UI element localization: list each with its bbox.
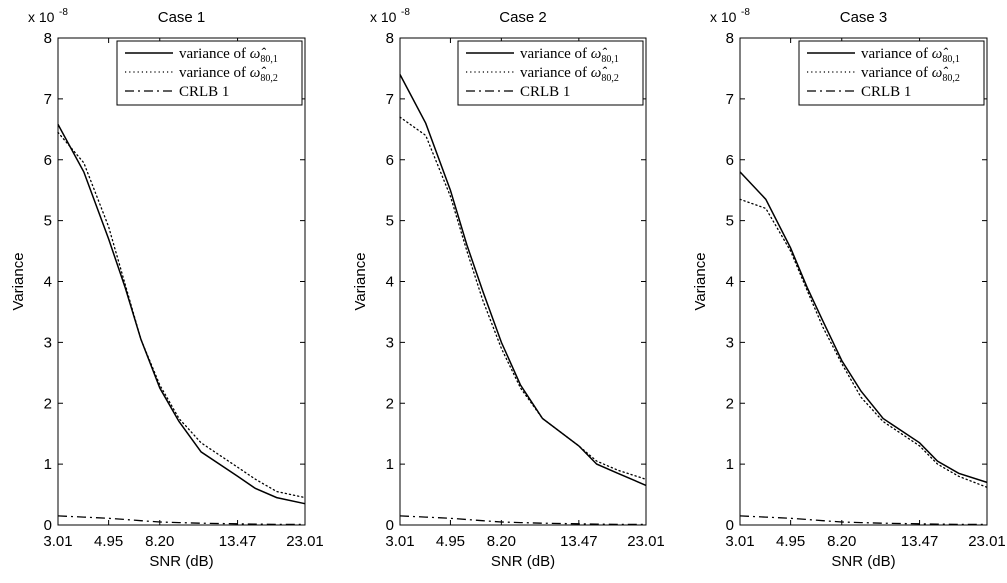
y-tick-label: 4 bbox=[44, 274, 52, 291]
y-tick-label: 2 bbox=[726, 395, 734, 412]
x-tick-label: 3.01 bbox=[385, 533, 414, 550]
x-tick-label: 3.01 bbox=[725, 533, 754, 550]
y-tick-label: 7 bbox=[386, 91, 394, 108]
legend-box bbox=[116, 40, 303, 106]
y-tick-label: 1 bbox=[386, 456, 394, 473]
y-tick-label: 2 bbox=[386, 395, 394, 412]
y-tick-label: 7 bbox=[726, 91, 734, 108]
y-multiplier: x 10 bbox=[28, 9, 55, 25]
y-tick-label: 0 bbox=[44, 517, 52, 534]
y-tick-label: 0 bbox=[726, 517, 734, 534]
x-tick-label: 8.20 bbox=[487, 533, 516, 550]
x-axis-label: SNR (dB) bbox=[491, 553, 555, 570]
y-axis-label: Variance bbox=[692, 252, 709, 310]
legend-entry: CRLB 1 bbox=[179, 84, 229, 100]
series-line-solid bbox=[57, 124, 306, 505]
y-multiplier: x 10 bbox=[710, 9, 737, 25]
legend-box bbox=[798, 40, 985, 106]
y-exponent: -8 bbox=[401, 7, 410, 18]
chart-panel-1: 0 1 2 3 4 5 6 7 8 3.01 4.95 8.20 13.47 23.01 SNR (dB) V… bbox=[10, 7, 324, 570]
y-tick-label: 1 bbox=[726, 456, 734, 473]
x-tick-label: 23.01 bbox=[286, 533, 324, 550]
x-tick-label: 13.47 bbox=[560, 533, 598, 550]
x-tick-label: 3.01 bbox=[43, 533, 72, 550]
chart-title: Case 2 bbox=[499, 9, 547, 26]
y-tick-label: 3 bbox=[44, 334, 52, 351]
legend-entry: variance of ω̂80,2 bbox=[861, 65, 960, 84]
x-tick-label: 13.47 bbox=[219, 533, 257, 550]
legend-entry: variance of ω̂80,1 bbox=[520, 46, 619, 65]
series-line-dashdot bbox=[399, 515, 646, 526]
chart-panel-3: 0 1 2 3 4 5 6 7 8 3.01 4.95 8.20 13.47 23.01 SNR (dB) V… bbox=[692, 7, 1006, 570]
y-tick-label: 0 bbox=[386, 517, 394, 534]
legend-entry: CRLB 1 bbox=[861, 84, 911, 100]
y-tick-label: 8 bbox=[726, 30, 734, 47]
y-exponent: -8 bbox=[59, 7, 68, 18]
y-tick-label: 6 bbox=[726, 152, 734, 169]
x-tick-label: 8.20 bbox=[145, 533, 174, 550]
series-line-dotted bbox=[57, 131, 306, 499]
y-tick-label: 5 bbox=[726, 213, 734, 230]
y-tick-label: 5 bbox=[386, 213, 394, 230]
y-tick-label: 7 bbox=[44, 91, 52, 108]
x-tick-label: 23.01 bbox=[968, 533, 1006, 550]
y-tick-label: 8 bbox=[44, 30, 52, 47]
y-tick-label: 4 bbox=[386, 274, 394, 291]
series-line-dashdot bbox=[739, 515, 987, 526]
legend-entry: CRLB 1 bbox=[520, 84, 570, 100]
y-tick-label: 2 bbox=[44, 395, 52, 412]
y-tick-label: 6 bbox=[44, 152, 52, 169]
y-tick-label: 3 bbox=[386, 334, 394, 351]
y-axis-label: Variance bbox=[10, 252, 27, 310]
legend-entry: variance of ω̂80,1 bbox=[179, 46, 278, 65]
x-tick-label: 23.01 bbox=[627, 533, 665, 550]
chart-panel-2: 0 1 2 3 4 5 6 7 8 3.01 4.95 8.20 13.47 23.01 SNR (dB) V… bbox=[352, 7, 665, 570]
x-tick-label: 4.95 bbox=[776, 533, 805, 550]
series-line-solid bbox=[739, 171, 988, 484]
y-tick-label: 8 bbox=[386, 30, 394, 47]
y-tick-label: 3 bbox=[726, 334, 734, 351]
y-tick-label: 6 bbox=[386, 152, 394, 169]
series-line-dashdot bbox=[57, 515, 305, 526]
plot-frame bbox=[739, 37, 988, 526]
plot-frame bbox=[399, 37, 647, 526]
x-tick-label: 8.20 bbox=[827, 533, 856, 550]
series-line-dotted bbox=[399, 116, 647, 480]
series-line-dotted bbox=[739, 198, 988, 488]
x-tick-label: 4.95 bbox=[94, 533, 123, 550]
plot-frame bbox=[57, 37, 306, 526]
y-tick-label: 1 bbox=[44, 456, 52, 473]
y-exponent: -8 bbox=[741, 7, 750, 18]
x-axis-label: SNR (dB) bbox=[831, 553, 895, 570]
chart-title: Case 1 bbox=[158, 9, 206, 26]
x-axis-label: SNR (dB) bbox=[149, 553, 213, 570]
y-axis-label: Variance bbox=[352, 252, 369, 310]
chart-title: Case 3 bbox=[840, 9, 888, 26]
y-multiplier: x 10 bbox=[370, 9, 397, 25]
y-tick-label: 5 bbox=[44, 213, 52, 230]
legend-box bbox=[457, 40, 644, 106]
series-line-solid bbox=[399, 74, 647, 487]
y-tick-label: 4 bbox=[726, 274, 734, 291]
x-tick-label: 13.47 bbox=[901, 533, 939, 550]
x-tick-label: 4.95 bbox=[436, 533, 465, 550]
